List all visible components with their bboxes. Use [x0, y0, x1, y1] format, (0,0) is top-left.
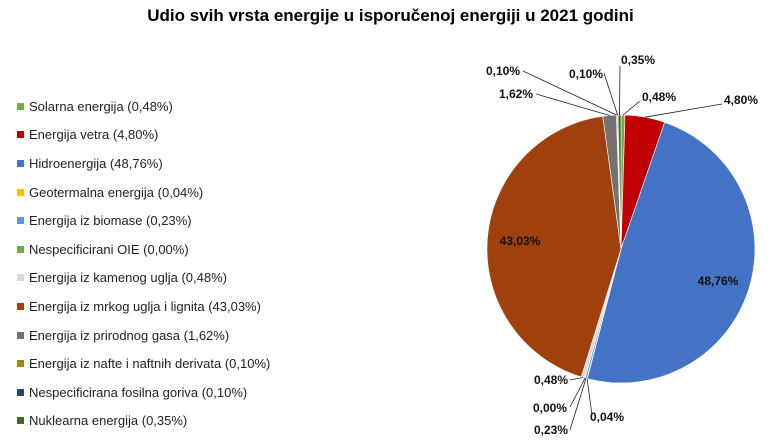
- data-label: 48,76%: [698, 274, 739, 288]
- data-label: 0,10%: [486, 64, 520, 78]
- leader-line: [645, 103, 723, 118]
- chart-title: Udio svih vrsta energije u isporučenoj e…: [147, 6, 634, 25]
- leader-line: [569, 377, 586, 408]
- data-label: 0,10%: [569, 67, 603, 81]
- data-label: 0,04%: [590, 410, 624, 424]
- legend-swatch: [17, 388, 24, 396]
- legend-label: Energija iz prirodnog gasa (1,62%): [29, 327, 230, 343]
- legend-swatch: [17, 188, 24, 196]
- pie-slice: [617, 114, 622, 250]
- legend-swatch: [17, 417, 24, 425]
- legend-item: Solarna energija (0,48%): [17, 92, 270, 121]
- legend-swatch: [17, 245, 24, 253]
- legend-label: Energija iz kamenog uglja (0,48%): [29, 270, 227, 286]
- legend-swatch: [17, 131, 24, 139]
- legend-item: Nuklearna energija (0,35%): [17, 407, 270, 436]
- data-label: 0,48%: [534, 373, 568, 387]
- legend-swatch: [17, 102, 24, 110]
- legend-item: Energija iz kamenog uglja (0,48%): [17, 264, 270, 293]
- data-label: 4,80%: [724, 93, 758, 107]
- legend-item: Nespecificirana fosilna goriva (0,10%): [17, 378, 270, 407]
- data-label: 43,03%: [500, 234, 541, 248]
- leader-line: [535, 93, 610, 116]
- pie-labels: 0,48% 4,80% 48,76% 0,04% 0,23% 0,00% 0,48% 43,0…: [486, 53, 758, 437]
- legend-item: Energija iz prirodnog gasa (1,62%): [17, 321, 270, 350]
- data-label: 0,23%: [534, 423, 568, 437]
- legend-item: Hidroenergija (48,76%): [17, 149, 270, 178]
- legend-swatch: [17, 360, 24, 368]
- leader-line: [569, 378, 587, 431]
- leader-line: [603, 72, 618, 116]
- leader-line: [586, 378, 593, 416]
- leader-line: [622, 100, 641, 116]
- data-label: 0,35%: [621, 53, 655, 67]
- legend-item: Energija vetra (4,80%): [17, 121, 270, 150]
- legend-item: Energija iz nafte i naftnih derivata (0,…: [17, 349, 270, 378]
- legend-swatch: [17, 331, 24, 339]
- legend: Solarna energija (0,48%) Energija vetra …: [17, 92, 270, 435]
- legend-swatch: [17, 302, 24, 310]
- pie-slice: [486, 115, 622, 378]
- legend-item: Geotermalna energija (0,04%): [17, 178, 270, 207]
- legend-item: Energija iz mrkog uglja i lignita (43,03…: [17, 292, 270, 321]
- data-label: 0,00%: [533, 401, 567, 415]
- legend-label: Energija vetra (4,80%): [29, 127, 159, 143]
- legend-label: Geotermalna energija (0,04%): [29, 184, 204, 200]
- legend-item: Energija iz biomase (0,23%): [17, 206, 270, 235]
- pie-slices: [486, 114, 756, 384]
- legend-swatch: [17, 274, 24, 282]
- legend-label: Nespecificirani OIE (0,00%): [29, 241, 189, 257]
- legend-label: Nespecificirana fosilna goriva (0,10%): [29, 384, 248, 400]
- legend-label: Energija iz biomase (0,23%): [29, 213, 192, 229]
- legend-label: Hidroenergija (48,76%): [29, 155, 163, 171]
- leader-line: [522, 70, 617, 116]
- legend-item: Nespecificirani OIE (0,00%): [17, 235, 270, 264]
- leader-line: [619, 65, 621, 116]
- legend-swatch: [17, 159, 24, 167]
- legend-label: Energija iz nafte i naftnih derivata (0,…: [29, 356, 271, 372]
- leader-line: [569, 377, 584, 381]
- data-label: 0,48%: [642, 90, 676, 104]
- legend-label: Nuklearna energija (0,35%): [29, 413, 188, 429]
- legend-label: Solarna energija (0,48%): [29, 98, 173, 114]
- legend-swatch: [17, 217, 24, 225]
- data-label: 1,62%: [499, 87, 533, 101]
- pie-slice: [586, 121, 756, 384]
- legend-label: Energija iz mrkog uglja i lignita (43,03…: [29, 298, 261, 314]
